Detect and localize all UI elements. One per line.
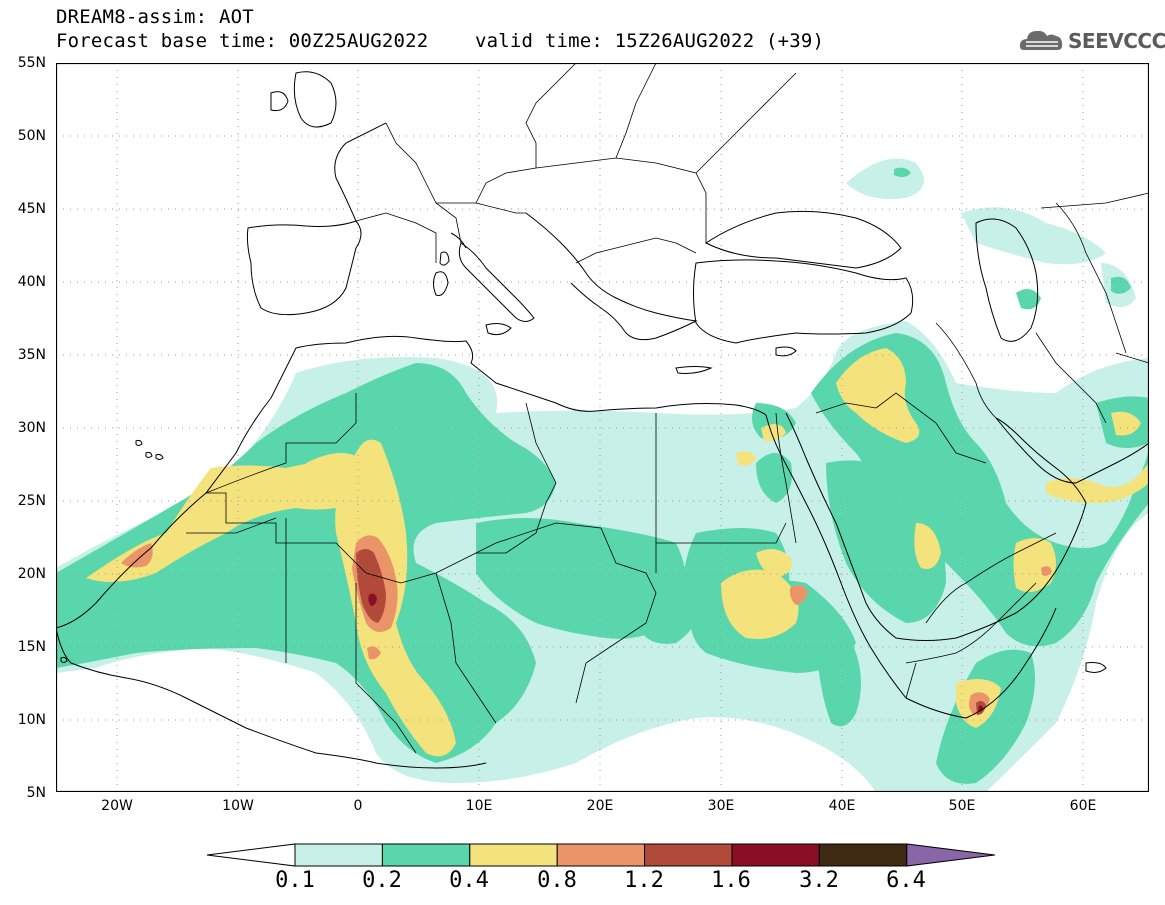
lat-label: 25N	[17, 493, 46, 509]
colorbar-box	[556, 843, 646, 867]
lon-label: 20E	[586, 798, 614, 814]
colorbar-box	[381, 843, 471, 867]
forecast-time-line: Forecast base time: 00Z25AUG2022 valid t…	[56, 30, 825, 52]
lat-label: 40N	[17, 274, 46, 290]
seevccc-logo: SEEVCCC	[1018, 24, 1165, 58]
map-title: DREAM8-assim: AOT	[56, 6, 254, 28]
map-border	[56, 63, 1149, 792]
coastlines	[56, 71, 1149, 769]
lat-label: 35N	[17, 347, 46, 363]
lon-label: 20W	[101, 798, 133, 814]
colorbar-boxes	[206, 843, 995, 867]
lon-label: 40E	[828, 798, 856, 814]
lat-label: 55N	[17, 55, 46, 71]
colorbar-label: 0.2	[362, 868, 402, 893]
lon-label: 50E	[948, 798, 976, 814]
map-grid	[56, 63, 1149, 792]
lat-label: 5N	[26, 785, 46, 801]
colorbar	[206, 843, 995, 867]
colorbar-lower-arrow	[206, 843, 296, 867]
lat-label: 10N	[17, 712, 46, 728]
lon-label: 10W	[222, 798, 254, 814]
colorbar-box	[469, 843, 558, 867]
colorbar-box	[731, 843, 820, 867]
colorbar-box	[818, 843, 908, 867]
logo-text: SEEVCCC	[1068, 29, 1165, 53]
lon-label: 60E	[1069, 798, 1097, 814]
aot-map	[56, 63, 1149, 792]
colorbar-label: 1.6	[711, 868, 751, 893]
country-borders	[186, 63, 1149, 754]
lon-label: 10E	[465, 798, 493, 814]
colorbar-label: 0.1	[275, 868, 315, 893]
lat-label: 50N	[17, 128, 46, 144]
colorbar-label: 3.2	[799, 868, 839, 893]
lat-label: 15N	[17, 639, 46, 655]
lon-label: 30E	[707, 798, 735, 814]
lat-label: 45N	[17, 201, 46, 217]
colorbar-label: 0.8	[537, 868, 577, 893]
colorbar-box	[644, 843, 733, 867]
colorbar-label: 0.4	[449, 868, 489, 893]
colorbar-upper-arrow	[906, 843, 995, 867]
colorbar-label: 1.2	[624, 868, 664, 893]
colorbar-label: 6.4	[886, 868, 926, 893]
cloud-icon	[1019, 30, 1063, 50]
colorbar-box	[294, 843, 383, 867]
lat-label: 30N	[17, 420, 46, 436]
lon-label: 0	[353, 798, 363, 814]
lat-label: 20N	[17, 566, 46, 582]
